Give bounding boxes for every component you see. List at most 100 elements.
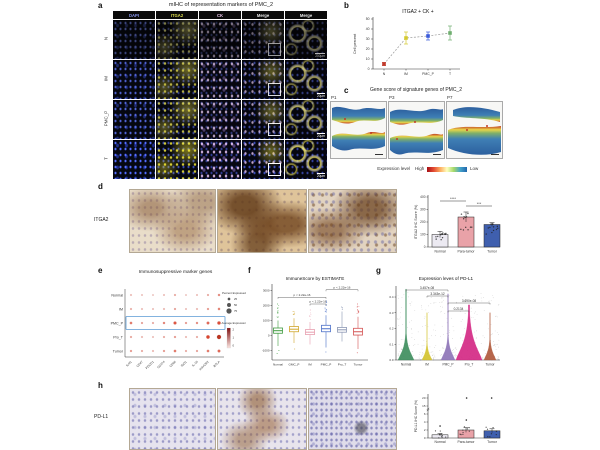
- svg-text:ITGA2 IHC Score (%): ITGA2 IHC Score (%): [414, 205, 418, 240]
- svg-text:IL-10: IL-10: [191, 360, 199, 368]
- panel-c-title: Gene score of signature genes of PMC_2: [370, 87, 462, 93]
- mihc-image-IM-itga2: [156, 60, 198, 99]
- mihc-image-PMC_P-dapi: [113, 100, 155, 139]
- panel-f-label: f: [248, 266, 251, 275]
- mihc-row-label-T: T: [103, 156, 109, 160]
- svg-text:IDO1: IDO1: [180, 360, 188, 368]
- svg-text:300: 300: [420, 208, 426, 212]
- mihc-image-IM-merge: 20μm: [285, 60, 327, 99]
- svg-text:2000: 2000: [263, 304, 270, 308]
- svg-text:2: 2: [424, 428, 426, 432]
- mihc-image-T-dapi: [113, 140, 155, 179]
- svg-text:CD47: CD47: [135, 360, 143, 368]
- svg-text:400: 400: [420, 195, 426, 199]
- svg-text:T: T: [449, 72, 451, 76]
- svg-text:0.3: 0.3: [389, 311, 394, 315]
- panel-e-label: e: [98, 266, 103, 275]
- expression-gradient-bar: [427, 167, 467, 172]
- svg-text:Average Expression: Average Expression: [222, 321, 246, 325]
- svg-text:IM: IM: [404, 72, 408, 76]
- svg-text:200: 200: [420, 220, 426, 224]
- svg-text:GMC_P: GMC_P: [288, 363, 299, 367]
- mihc-image-N-merge: [242, 20, 284, 59]
- svg-text:PMC_P: PMC_P: [422, 72, 434, 76]
- spatial-map-p3: [388, 101, 445, 159]
- svg-text:PD-L1 IHC Score (%): PD-L1 IHC Score (%): [414, 400, 418, 432]
- svg-text:50: 50: [234, 303, 238, 307]
- svg-text:0.4: 0.4: [389, 295, 394, 299]
- svg-text:Tumor: Tumor: [487, 250, 498, 254]
- itga2-marker-label: ITGA2: [94, 217, 109, 223]
- svg-text:20: 20: [366, 47, 370, 51]
- pdl1-ihc-image-2: [217, 388, 307, 450]
- svg-text:p < 2.22e-16: p < 2.22e-16: [310, 300, 327, 304]
- mihc-image-N-ck: [199, 20, 241, 59]
- mihc-col-header-itga2: ITGA2: [156, 11, 198, 19]
- mihc-image-IM-merge: [242, 60, 284, 99]
- legend-low-label: Low: [470, 166, 479, 171]
- svg-text:Normal: Normal: [435, 440, 446, 444]
- svg-text:Normal: Normal: [401, 363, 412, 367]
- svg-text:0.2: 0.2: [389, 327, 394, 331]
- svg-text:0: 0: [424, 436, 426, 440]
- scale-bar: 200μm: [315, 52, 325, 58]
- svg-text:PMC_P: PMC_P: [111, 321, 124, 325]
- svg-text:0: 0: [233, 344, 235, 348]
- mihc-col-header-dapi: DAPI: [113, 11, 155, 19]
- zoom-region-box: [268, 163, 281, 176]
- svg-text:20: 20: [422, 396, 426, 400]
- mihc-image-PMC_P-merge: 20μm: [285, 100, 327, 139]
- mihc-image-T-merge: 20μm: [285, 140, 327, 179]
- svg-text:3.457e-08: 3.457e-08: [420, 286, 435, 290]
- mihc-image-PMC_P-merge: [242, 100, 284, 139]
- itga2-ihc-image-1: [129, 189, 216, 253]
- svg-text:30: 30: [366, 37, 370, 41]
- panel-b-label: b: [344, 1, 349, 10]
- scale-bar: 20μm: [316, 92, 325, 98]
- mihc-image-T-merge: [242, 140, 284, 179]
- mihc-image-IM-ck: [199, 60, 241, 99]
- svg-text:6: 6: [424, 412, 426, 416]
- svg-text:Expression leves of PD-L1: Expression leves of PD-L1: [419, 276, 474, 281]
- svg-text:Tumor: Tumor: [113, 349, 124, 353]
- svg-text:Para-tumor: Para-tumor: [458, 440, 476, 444]
- mihc-row-label-N: N: [103, 36, 109, 40]
- svg-text:PDCD1: PDCD1: [145, 360, 155, 370]
- spatial-map-p1: [330, 101, 387, 159]
- svg-text:0: 0: [368, 67, 370, 71]
- svg-text:40: 40: [366, 27, 370, 31]
- sample-label-p3: P3: [389, 95, 395, 100]
- pdl1-ihc-image-3: [308, 388, 397, 450]
- svg-text:BTLA: BTLA: [213, 360, 221, 368]
- svg-text:PMC_P: PMC_P: [321, 363, 332, 367]
- svg-text:1: 1: [233, 336, 235, 340]
- svg-text:75: 75: [234, 309, 238, 313]
- itga2-score-bar-chart: ITGA2 IHC Score (%) 0 100 200 300 400 Normal Pa…: [414, 195, 501, 254]
- expression-level-legend-title: Expression level: [377, 166, 410, 171]
- svg-text:PMC_P: PMC_P: [443, 363, 454, 367]
- svg-text:Pro_T: Pro_T: [338, 363, 347, 367]
- svg-text:Tumor: Tumor: [354, 363, 363, 367]
- svg-text:-1000: -1000: [262, 349, 270, 353]
- pdl1-marker-label: PD-L1: [94, 414, 109, 420]
- svg-text:p < 2.22e-16: p < 2.22e-16: [334, 285, 351, 289]
- mihc-col-header-merge: Merge: [285, 11, 327, 19]
- spatial-map-p7: [446, 101, 503, 159]
- svg-text:0: 0: [424, 245, 426, 249]
- svg-text:3.690e-08: 3.690e-08: [462, 299, 477, 303]
- svg-text:Pro_T: Pro_T: [113, 335, 124, 339]
- svg-text:50: 50: [366, 17, 370, 21]
- svg-text:IM: IM: [119, 307, 123, 311]
- mihc-image-N-itga2: [156, 20, 198, 59]
- panel-g-label: g: [376, 266, 381, 275]
- pdl1-ihc-image-1: [129, 388, 216, 450]
- mihc-image-PMC_P-ck: [199, 100, 241, 139]
- panel-a-title: mIHC of representation markers of PMC_2: [168, 2, 274, 8]
- svg-text:N: N: [383, 72, 386, 76]
- itga2-ihc-image-2: [217, 189, 307, 253]
- itga2-ihc-image-3: [308, 189, 397, 253]
- mihc-image-T-itga2: [156, 140, 198, 179]
- svg-text:1000: 1000: [263, 319, 270, 323]
- svg-text:IM: IM: [425, 363, 429, 367]
